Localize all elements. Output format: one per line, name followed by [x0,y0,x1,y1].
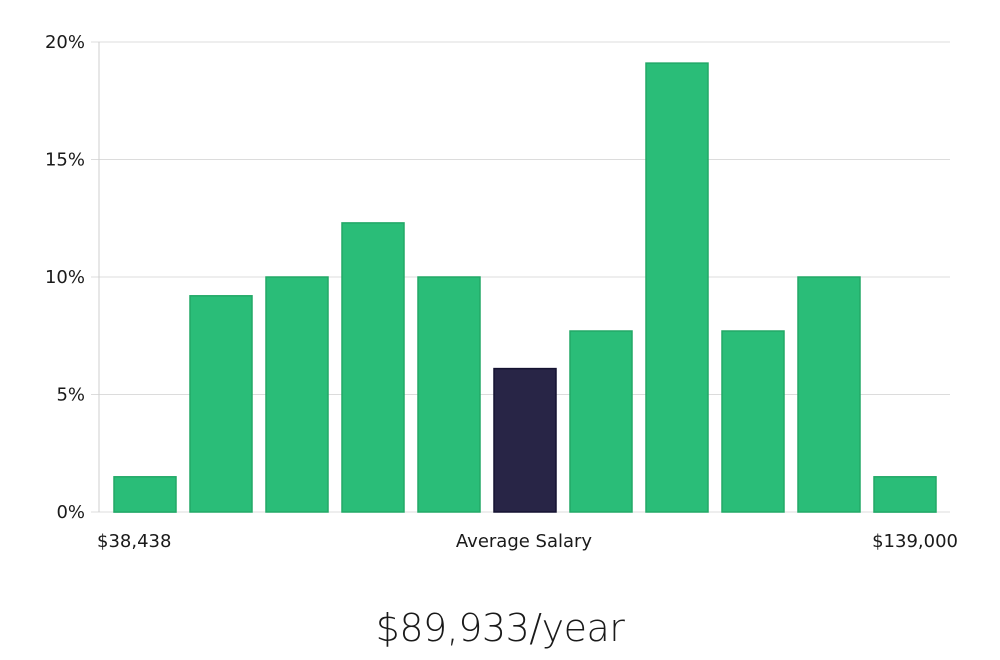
bars [113,62,937,513]
histogram-bar [265,276,329,513]
y-tick-label: 5% [56,385,85,406]
x-label-average-salary: Average Salary [456,531,593,552]
histogram-bar [417,276,481,513]
y-axis-ticks: 0% 5% 10% 15% 20% [45,32,85,523]
histogram-bar [797,276,861,513]
x-label-max: $139,000 [872,531,958,552]
y-tick-label: 20% [45,32,85,53]
salary-histogram-chart: 0% 5% 10% 15% 20% $38,438 Average Salary $13… [45,32,958,552]
histogram-bar [721,330,785,513]
histogram-bar [113,476,177,513]
average-salary-readout: $89,933/year [375,606,625,650]
y-tick-label: 10% [45,267,85,288]
histogram-bar-average [493,367,557,513]
histogram-bar [873,476,937,513]
histogram-bar [645,62,709,513]
x-label-min: $38,438 [97,531,171,552]
histogram-bar [569,330,633,513]
y-tick-label: 0% [56,502,85,523]
y-tick-label: 15% [45,150,85,171]
histogram-bar [189,295,253,513]
histogram-bar [341,222,405,513]
